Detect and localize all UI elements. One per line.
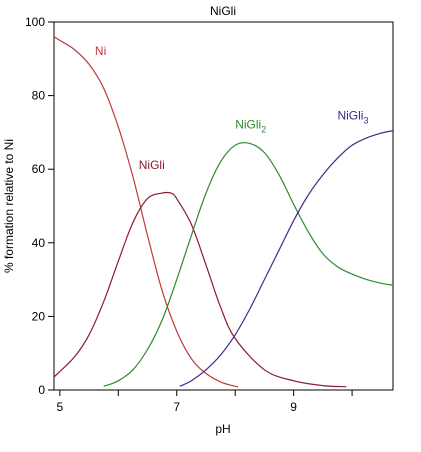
y-tick-label: 20 [32, 309, 46, 323]
y-tick-label: 100 [25, 15, 45, 29]
chart-title: NiGli [210, 4, 236, 18]
series-label-nigli2: NiGli2 [235, 118, 266, 135]
series-label-nigli3: NiGli3 [337, 109, 368, 126]
y-tick-label: 40 [32, 236, 46, 250]
x-tick-label: 9 [290, 400, 297, 414]
y-axis-title: % formation relative to Ni [2, 139, 16, 273]
series-line-nigli3 [179, 130, 394, 387]
x-axis-title: pH [215, 422, 230, 436]
plot-frame [53, 21, 394, 391]
series-layer [53, 36, 394, 388]
series-labels: Ni NiGli NiGli2 NiGli3 [95, 44, 369, 172]
y-axis: 0 20 40 60 80 100 [25, 15, 54, 397]
series-line-nigli2 [103, 142, 394, 387]
series-label-nigli: NiGli [139, 158, 165, 172]
y-tick-label: 0 [38, 383, 45, 397]
y-tick-label: 80 [32, 89, 46, 103]
y-tick-label: 60 [32, 162, 46, 176]
x-axis: 5 7 9 [57, 390, 353, 414]
series-line-nigli [53, 191, 347, 388]
x-tick-label: 7 [173, 400, 180, 414]
series-line-ni [53, 36, 239, 388]
x-tick-label: 5 [57, 400, 64, 414]
series-label-ni: Ni [95, 44, 106, 58]
